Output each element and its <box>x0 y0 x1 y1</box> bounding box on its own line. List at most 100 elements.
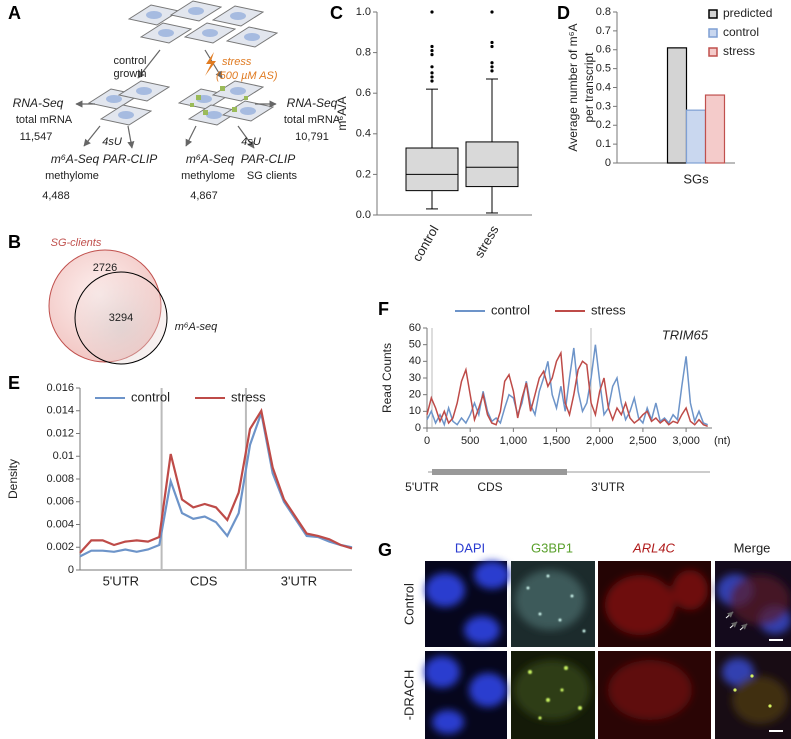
nucleus <box>464 616 500 644</box>
outlier <box>490 40 494 45</box>
x-tick-label: 3,000 <box>672 435 700 447</box>
arrow <box>185 125 197 147</box>
dot <box>560 688 564 692</box>
y-tick-label: 20 <box>409 389 421 401</box>
x-tick-label: 2,000 <box>586 435 614 447</box>
nucleus <box>432 710 464 734</box>
x-tick-label: stress <box>471 222 502 260</box>
outlier <box>430 53 434 57</box>
x-tick-label: 0 <box>424 435 430 447</box>
y-tick-label: 0.3 <box>596 100 611 112</box>
label: 4sU <box>102 136 122 148</box>
arrow <box>137 49 161 79</box>
cds-block <box>432 469 567 475</box>
merge-arrows <box>725 611 748 631</box>
cell-haze <box>515 570 585 630</box>
region-label: 3'UTR <box>591 480 625 494</box>
label: total mRNA <box>284 114 341 126</box>
y-tick-label: 0.014 <box>46 405 74 417</box>
label: RNA-Seq <box>287 96 338 110</box>
y-tick-label: 0.016 <box>46 382 74 394</box>
legend-label: stress <box>591 302 626 317</box>
venn-label: m⁶A-seq <box>175 321 218 333</box>
label: stress <box>222 56 252 68</box>
panel-label: B <box>8 232 21 252</box>
granule <box>232 107 237 112</box>
dot <box>570 594 574 598</box>
legend-label: stress <box>723 44 755 58</box>
chart: 0 0.1 0.2 0.3 0.4 0.5 0.6 0.7 0.8 Average number … <box>566 6 772 187</box>
outlier <box>490 65 494 69</box>
region-label: 3'UTR <box>281 573 317 588</box>
outlier <box>430 65 434 69</box>
dot <box>768 704 772 708</box>
legend-label: control <box>131 389 170 404</box>
venn-b: SG-clients 2726 3294 m⁶A-seq <box>48 237 218 365</box>
label: total mRNA <box>16 114 73 126</box>
haze <box>672 570 708 610</box>
label: 10,791 <box>295 131 329 143</box>
x-tick-label: 500 <box>461 435 479 447</box>
red-haze <box>608 660 692 720</box>
dot <box>538 716 542 720</box>
column-header: G3BP1 <box>531 540 573 555</box>
y-tick-label: 50 <box>409 339 421 351</box>
chart: 0 10 20 30 40 50 60 Read Counts 0 500 1,000 1,500 2,… <box>380 302 730 494</box>
nucleus <box>722 658 754 686</box>
outlier <box>430 71 434 75</box>
label: 4,488 <box>42 190 70 202</box>
outlier <box>430 48 434 53</box>
y-tick-label: 10 <box>409 405 421 417</box>
nucleus <box>474 561 510 589</box>
nuclei <box>424 656 507 734</box>
dot <box>538 612 542 616</box>
granule-dots <box>528 666 582 720</box>
dot <box>733 688 737 692</box>
label: control <box>113 55 146 67</box>
legend-swatch <box>708 28 718 38</box>
red-haze <box>605 570 708 635</box>
chart: 0.0 0.2 0.4 0.6 0.8 1.0 m⁶A/A control stress <box>335 6 532 264</box>
label: PAR-CLIP <box>103 152 157 166</box>
label: (500 µM AS) <box>216 70 278 82</box>
dot <box>564 666 568 670</box>
panel-label: D <box>557 3 570 23</box>
label: methylome <box>45 170 99 182</box>
diagram-a: control growth stress (500 µM AS) RNA-Se… <box>13 1 341 202</box>
bar <box>704 94 726 164</box>
outlier <box>430 75 434 79</box>
haze <box>730 575 790 625</box>
y-tick-label: 40 <box>409 355 421 367</box>
cytoplasm <box>514 660 590 720</box>
outlier <box>490 61 494 65</box>
granule <box>203 110 208 115</box>
y-axis-label: Average number of m⁶A <box>566 23 580 151</box>
legend-label: control <box>491 302 530 317</box>
label: RNA-Seq <box>13 96 64 110</box>
cytoplasm <box>515 570 585 630</box>
granule <box>220 86 225 91</box>
dot <box>582 629 586 633</box>
series-line <box>426 350 708 428</box>
y-tick-label: 0.5 <box>596 63 611 75</box>
dot <box>526 586 530 590</box>
x-unit: (nt) <box>714 435 731 447</box>
series-line <box>79 408 353 558</box>
label: 4,867 <box>190 190 218 202</box>
venn-count: 2726 <box>93 262 117 274</box>
granule <box>196 95 201 100</box>
legend-swatch <box>708 47 718 57</box>
label: 4sU <box>241 136 261 148</box>
dot <box>546 698 550 702</box>
haze <box>732 676 788 724</box>
merge-haze <box>717 574 791 634</box>
y-tick-label: 0.008 <box>46 473 74 485</box>
merge-dots <box>733 674 772 708</box>
y-tick-label: 0 <box>68 564 74 576</box>
cell <box>171 1 221 21</box>
dot <box>558 618 562 622</box>
y-tick-label: 0.2 <box>596 119 611 131</box>
micrographs-g: DAPI G3BP1 ARL4C Merge Control -DRACH <box>401 540 791 739</box>
column-header: DAPI <box>455 540 485 555</box>
cell <box>141 23 191 43</box>
